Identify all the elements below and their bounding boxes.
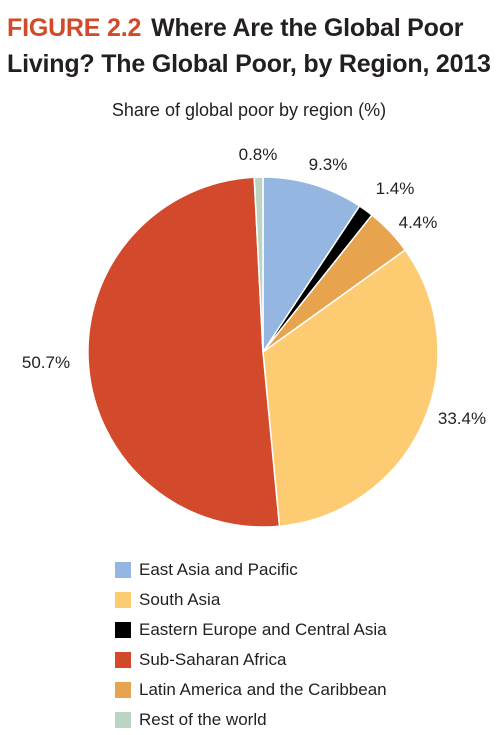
pie-slice-rest-of-the-world bbox=[253, 176, 264, 353]
legend-swatch bbox=[115, 652, 131, 668]
legend-swatch bbox=[115, 562, 131, 578]
legend-label: Latin America and the Caribbean bbox=[139, 680, 387, 699]
legend-label: East Asia and Pacific bbox=[139, 560, 298, 579]
legend-label: Eastern Europe and Central Asia bbox=[139, 620, 387, 639]
legend-item: Eastern Europe and Central Asia bbox=[115, 615, 387, 645]
legend-swatch bbox=[115, 682, 131, 698]
pie-slice-east-asia-and-pacific bbox=[262, 176, 361, 353]
figure-title: Where Are the Global Poor Living? The Gl… bbox=[7, 14, 491, 78]
legend-item: Rest of the world bbox=[115, 705, 387, 735]
slice-value-label: 50.7% bbox=[22, 353, 70, 372]
pie-slice-sub-saharan-africa bbox=[87, 176, 281, 528]
legend-item: Latin America and the Caribbean bbox=[115, 675, 387, 705]
slice-value-label: 9.3% bbox=[309, 155, 348, 174]
figure-label: FIGURE 2.2 bbox=[7, 14, 142, 42]
slice-value-label: 4.4% bbox=[399, 213, 438, 232]
legend-label: Rest of the world bbox=[139, 710, 267, 729]
legend-swatch bbox=[115, 592, 131, 608]
pie-slice-south-asia bbox=[262, 249, 439, 527]
legend-item: South Asia bbox=[115, 585, 387, 615]
chart-legend: East Asia and Pacific South Asia Eastern… bbox=[115, 555, 387, 735]
legend-item: East Asia and Pacific bbox=[115, 555, 387, 585]
legend-label: Sub-Saharan Africa bbox=[139, 650, 287, 669]
pie-chart: 9.3% 1.4% 4.4% 33.4% 50.7% 0.8% bbox=[22, 145, 486, 528]
slice-value-label: 0.8% bbox=[239, 145, 278, 164]
legend-item: Sub-Saharan Africa bbox=[115, 645, 387, 675]
figure-header: FIGURE 2.2 Where Are the Global Poor Livi… bbox=[7, 10, 491, 82]
legend-swatch bbox=[115, 622, 131, 638]
legend-swatch bbox=[115, 712, 131, 728]
slice-value-label: 33.4% bbox=[438, 409, 486, 428]
chart-title: Share of global poor by region (%) bbox=[111, 100, 387, 120]
legend-label: South Asia bbox=[139, 590, 221, 609]
slice-value-label: 1.4% bbox=[376, 179, 415, 198]
